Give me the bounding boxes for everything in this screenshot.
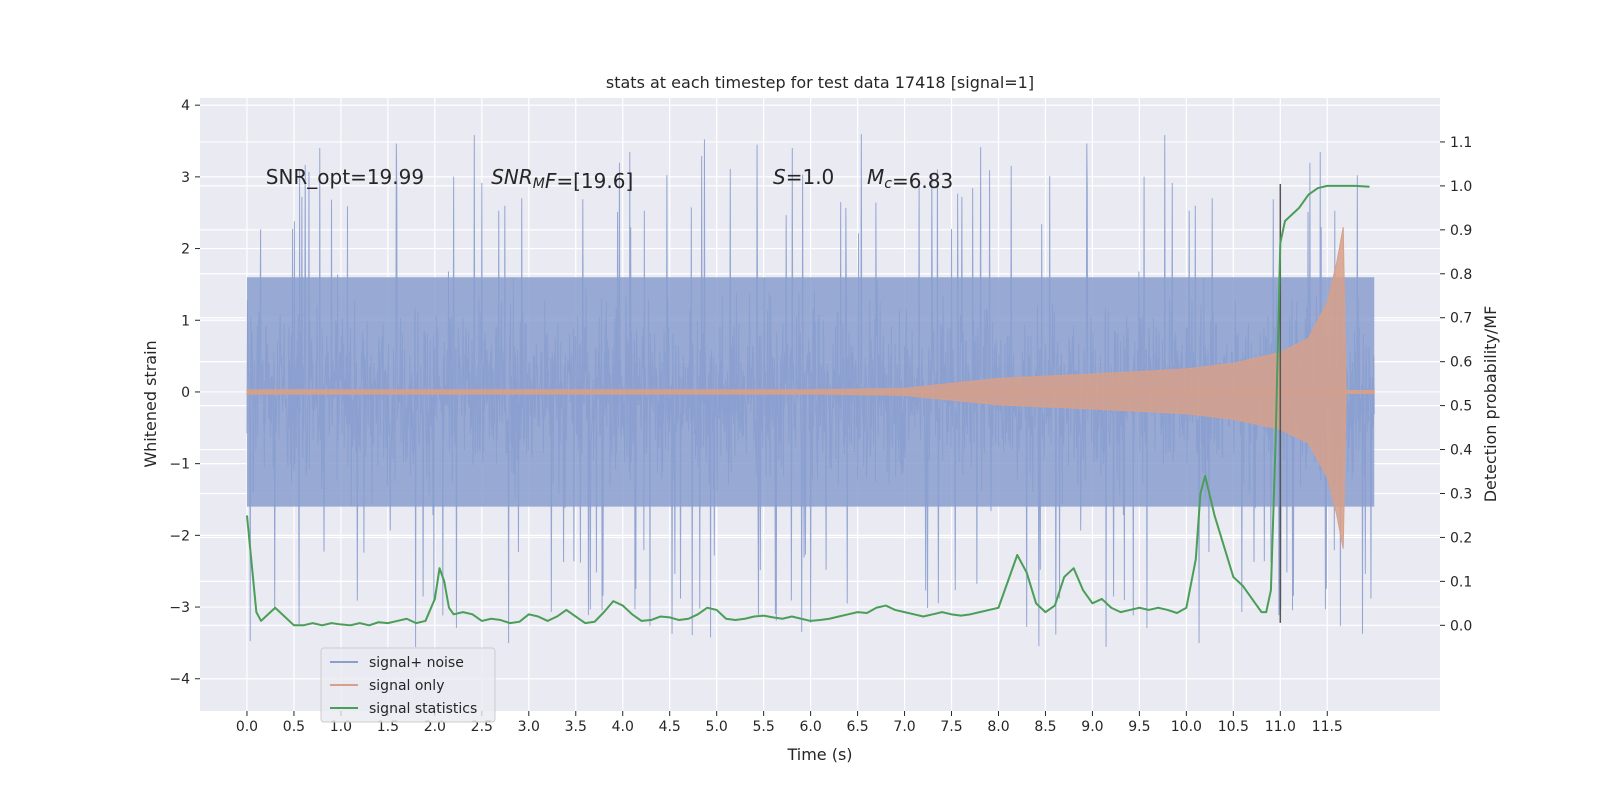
y-tick-label: 0 — [181, 385, 190, 401]
x-tick-label: 10.5 — [1218, 719, 1249, 735]
x-tick-label: 0.5 — [283, 719, 305, 735]
x-tick-label: 6.5 — [846, 719, 868, 735]
y-tick-label: −1 — [169, 457, 190, 473]
y-axis-label: Whitened strain — [141, 340, 160, 467]
y-tick-label: −3 — [169, 600, 190, 616]
annotations: SNR_opt=19.99 SNRMF=[19.6] S=1.0 Mc=6.83 — [266, 165, 953, 193]
legend-box — [320, 647, 496, 723]
y2-tick-label: 0.3 — [1450, 486, 1472, 502]
x-tick-label: 10.0 — [1171, 719, 1202, 735]
y-axis-right: 0.0 0.1 0.2 0.3 0.4 0.5 0.6 0.7 0.8 0.9 1.0 1.1 — [1440, 135, 1472, 634]
x-tick-label: 6.0 — [799, 719, 821, 735]
x-axis-label: Time (s) — [786, 745, 852, 764]
x-tick-label: 7.0 — [893, 719, 915, 735]
y-tick-label: 3 — [181, 170, 190, 186]
y2-tick-label: 0.6 — [1450, 355, 1472, 371]
y2-tick-label: 0.9 — [1450, 223, 1472, 239]
legend: signal+ noise signal only signal statist… — [320, 647, 496, 723]
x-axis: 0.0 0.5 1.0 1.5 2.0 2.5 3.0 3.5 4.0 4.5 5.0 5.5 6.0 6… — [236, 711, 1343, 735]
annotation-3: Mc=6.83 — [867, 165, 953, 193]
y-tick-label: 2 — [181, 242, 190, 258]
legend-label-signal: signal only — [369, 678, 444, 694]
x-tick-label: 0.0 — [236, 719, 258, 735]
x-tick-label: 4.0 — [612, 719, 634, 735]
x-tick-label: 1.5 — [377, 719, 399, 735]
series-signal-only — [246, 226, 1375, 549]
y-axis-left: −4 −3 −2 −1 0 1 2 3 4 — [169, 98, 200, 688]
chart-title: stats at each timestep for test data 174… — [606, 73, 1034, 92]
x-tick-label: 7.5 — [940, 719, 962, 735]
y2-tick-label: 1.1 — [1450, 135, 1472, 151]
annotation-2: S=1.0 — [773, 165, 834, 189]
x-tick-label: 8.0 — [987, 719, 1009, 735]
y-tick-label: −2 — [169, 528, 190, 544]
y2-axis-label: Detection probability/MF — [1481, 306, 1500, 503]
x-tick-label: 1.0 — [330, 719, 352, 735]
x-tick-label: 3.5 — [565, 719, 587, 735]
legend-label-stats: signal statistics — [369, 701, 477, 717]
y2-tick-label: 1.0 — [1450, 179, 1472, 195]
x-tick-label: 4.5 — [659, 719, 681, 735]
x-tick-label: 11.0 — [1265, 719, 1296, 735]
y2-tick-label: 0.1 — [1450, 574, 1472, 590]
legend-label-noise: signal+ noise — [369, 655, 464, 671]
y2-tick-label: 0.5 — [1450, 399, 1472, 415]
y2-tick-label: 0.2 — [1450, 530, 1472, 546]
x-tick-label: 9.0 — [1081, 719, 1103, 735]
x-tick-label: 5.5 — [753, 719, 775, 735]
y-tick-label: −4 — [169, 672, 190, 688]
y-tick-label: 1 — [181, 313, 190, 329]
y2-tick-label: 0.8 — [1450, 267, 1472, 283]
series-signal-plus-noise — [246, 134, 1375, 647]
x-tick-label: 2.5 — [471, 719, 493, 735]
x-tick-label: 9.5 — [1128, 719, 1150, 735]
y2-tick-label: 0.7 — [1450, 311, 1472, 327]
x-tick-label: 8.5 — [1034, 719, 1056, 735]
x-tick-label: 2.0 — [424, 719, 446, 735]
y2-tick-label: 0.0 — [1450, 618, 1472, 634]
series-signal-statistics — [245, 184, 1370, 627]
y2-tick-label: 0.4 — [1450, 443, 1472, 459]
series-layer — [245, 134, 1375, 647]
x-tick-label: 3.0 — [518, 719, 540, 735]
x-tick-label: 5.0 — [706, 719, 728, 735]
y-tick-label: 4 — [181, 98, 190, 114]
annotation-1: SNRMF=[19.6] — [491, 165, 633, 193]
x-tick-label: 11.5 — [1312, 719, 1343, 735]
annotation-0: SNR_opt=19.99 — [266, 165, 424, 189]
